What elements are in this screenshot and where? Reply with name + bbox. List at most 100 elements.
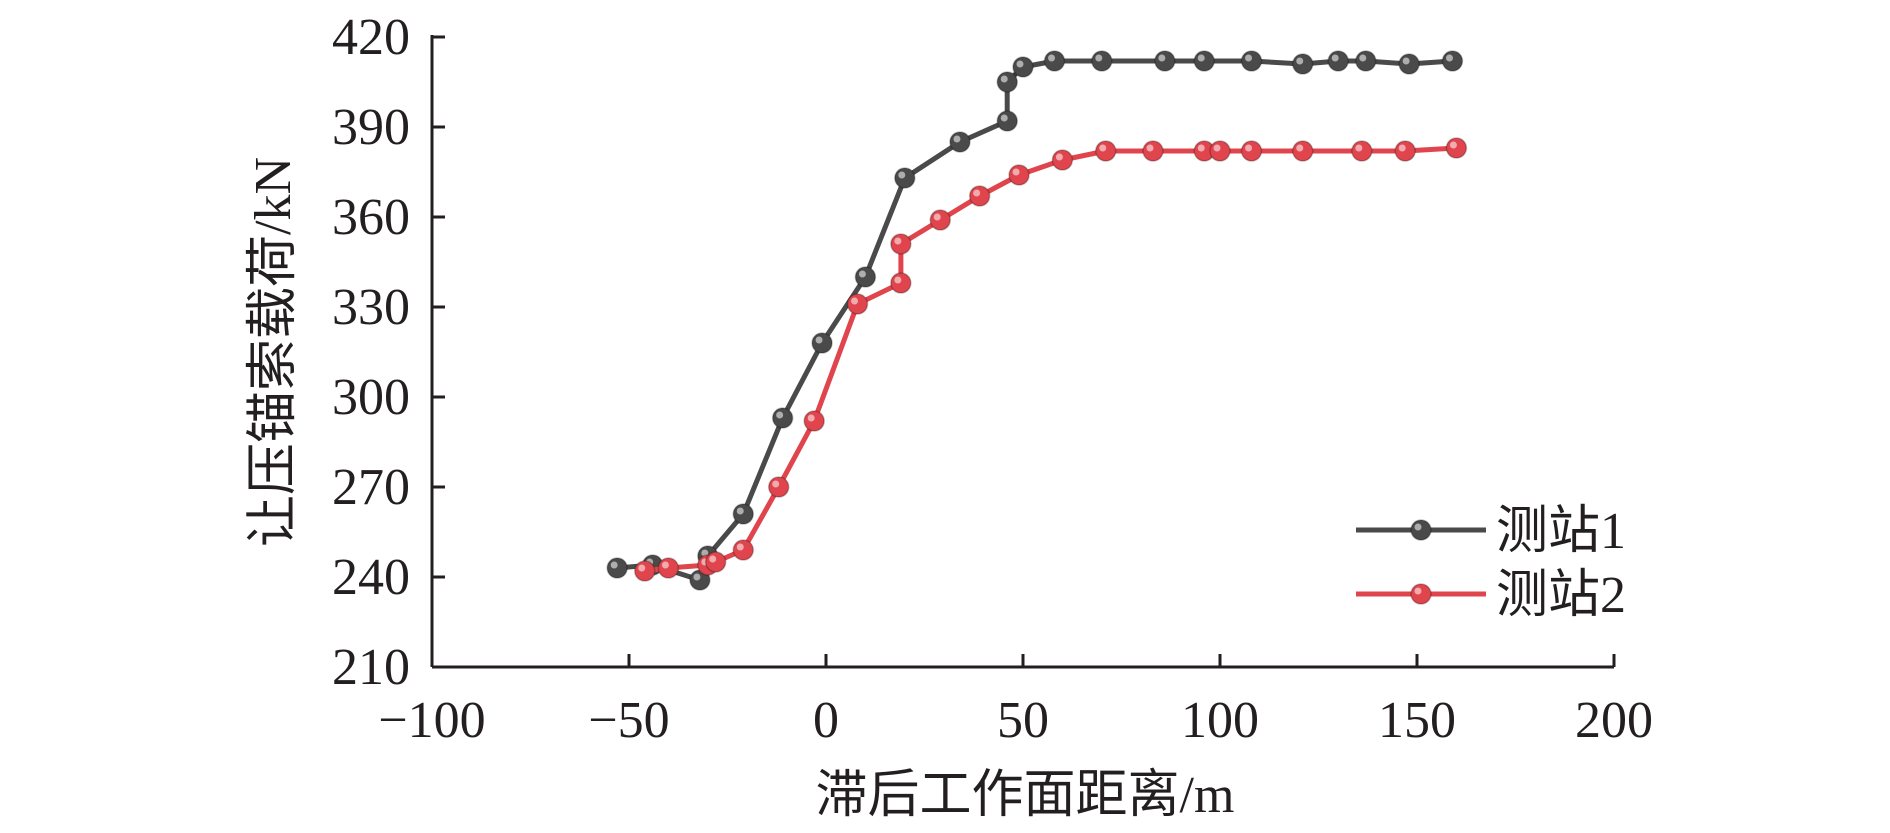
data-point [704, 551, 727, 573]
legend-item-1: 测站1 [1356, 503, 1626, 560]
data-point-highlight [1197, 54, 1205, 62]
data-point-highlight [1245, 144, 1253, 152]
y-tick-label: 360 [332, 189, 410, 246]
data-point [890, 233, 912, 255]
y-axis-title: 让压锚索载荷/kN [245, 157, 302, 547]
y-tick-label: 390 [332, 99, 410, 156]
y-tick-label: 240 [332, 549, 410, 606]
x-axis-title: 滞后工作面距离/m [816, 767, 1235, 824]
data-point [1008, 164, 1030, 186]
data-point-highlight [851, 297, 859, 305]
x-tick-label: 200 [1575, 692, 1653, 749]
data-point-highlight [1445, 54, 1453, 62]
data-point-highlight [1012, 168, 1020, 176]
data-point [1193, 50, 1215, 72]
data-point [1351, 140, 1373, 162]
data-point-highlight [894, 276, 902, 284]
data-point-highlight [1245, 54, 1253, 62]
series-line-1 [616, 58, 1453, 583]
series-1 [606, 50, 1464, 591]
data-point-highlight [661, 561, 669, 569]
data-point-highlight [1197, 144, 1205, 152]
data-point [894, 167, 916, 189]
legend-label: 测站2 [1496, 567, 1626, 624]
data-point [1240, 140, 1263, 162]
data-point-highlight [776, 411, 784, 419]
x-tick-label: 50 [997, 692, 1049, 749]
data-point [1291, 140, 1314, 162]
data-point [634, 560, 656, 582]
y-tick-label: 270 [332, 459, 410, 516]
data-point-highlight [610, 561, 618, 569]
data-point [732, 539, 755, 561]
data-point-highlight [1048, 54, 1056, 62]
data-point [968, 185, 991, 207]
data-point [1051, 149, 1074, 171]
data-point [890, 272, 912, 294]
data-point [767, 476, 790, 498]
data-point [1445, 137, 1468, 159]
data-point-highlight [701, 549, 709, 557]
data-point-highlight [1099, 144, 1107, 152]
data-point [846, 293, 869, 315]
data-point [1142, 140, 1164, 162]
series-line-2 [644, 145, 1457, 574]
data-point [1012, 56, 1034, 78]
data-point-highlight [709, 555, 717, 563]
data-point [996, 110, 1018, 132]
data-point-highlight [1296, 144, 1304, 152]
x-tick-label: −100 [378, 692, 485, 749]
data-point [1394, 140, 1416, 162]
data-point-highlight [1398, 144, 1406, 152]
axes: 210 240 270 300 330 360 390 420 −100 −50 0 50 100 150… [332, 9, 1653, 749]
data-point [1043, 50, 1066, 72]
y-tick-label: 330 [332, 279, 410, 336]
legend-marker [1410, 583, 1432, 605]
series-layer [606, 50, 1468, 591]
data-point-highlight [815, 336, 823, 344]
data-point-highlight [638, 564, 646, 572]
x-tick-label: 0 [813, 692, 839, 749]
data-point [1291, 53, 1314, 75]
data-point-highlight [1095, 54, 1103, 62]
data-point-highlight [1000, 75, 1008, 83]
data-point [929, 209, 952, 231]
data-point-highlight [1055, 153, 1063, 161]
data-point-highlight [894, 237, 902, 245]
data-point [1094, 140, 1117, 162]
x-tick-label: 100 [1181, 692, 1259, 749]
data-point-highlight [693, 573, 701, 581]
legend-marker [1410, 519, 1432, 541]
data-point-highlight [736, 543, 744, 551]
legend-label: 测站1 [1496, 503, 1626, 560]
legend-marker-highlight [1414, 523, 1422, 531]
data-point [803, 410, 825, 432]
data-point [1209, 140, 1231, 162]
data-point [1327, 50, 1349, 72]
data-point-highlight [736, 507, 744, 515]
data-point-highlight [953, 135, 961, 143]
data-point [657, 557, 680, 579]
y-tick-label: 300 [332, 369, 410, 426]
data-point-highlight [807, 414, 815, 422]
data-point [1240, 50, 1263, 72]
data-point [732, 503, 755, 525]
data-point-highlight [1331, 54, 1339, 62]
data-point-highlight [1359, 54, 1367, 62]
x-tick-label: 150 [1378, 692, 1456, 749]
legend-item-2: 测站2 [1356, 567, 1626, 624]
data-point [606, 557, 628, 579]
data-point [1091, 50, 1113, 72]
data-point [1154, 50, 1176, 72]
data-point-highlight [1449, 141, 1457, 149]
data-point [811, 332, 833, 354]
y-tick-label: 420 [332, 9, 410, 66]
series-2 [634, 137, 1468, 582]
data-point [1441, 50, 1464, 72]
data-point-highlight [1213, 144, 1221, 152]
data-point-highlight [898, 171, 906, 179]
data-point-highlight [858, 270, 866, 278]
data-point-highlight [1146, 144, 1154, 152]
